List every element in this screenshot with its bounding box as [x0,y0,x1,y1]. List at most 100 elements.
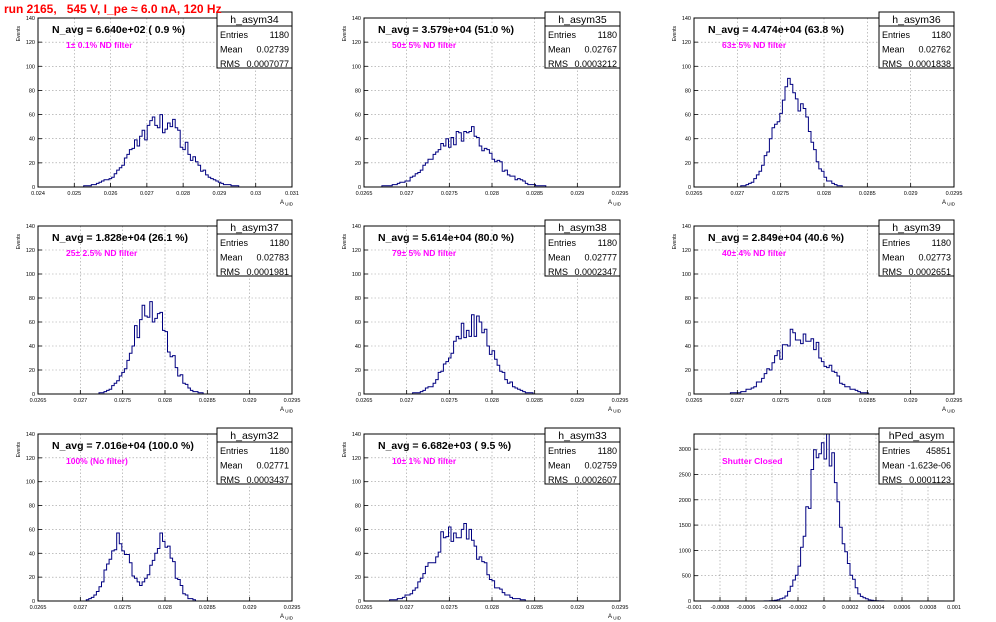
x-axis-title: A UID [942,407,956,414]
y-axis-title: Events [672,234,678,250]
x-tick-label: 0.027 [400,398,414,404]
x-tick-label: 0.0285 [859,398,876,404]
stats-mean-value: 0.02777 [584,253,617,263]
stats-mean-value: 0.02771 [256,461,289,471]
x-axis-title: A UID [280,200,294,207]
x-tick-label: 0.028 [176,191,190,197]
y-tick-label: 100 [352,272,361,278]
x-tick-label: 0.0265 [686,398,703,404]
x-tick-label: 0.027 [730,191,744,197]
stats-mean-value: 0.02773 [918,253,951,263]
stats-rms-label: RMS [548,267,568,277]
stats-entries-label: Entries [882,446,911,456]
y-tick-label: 2500 [679,472,691,478]
y-tick-label: 40 [29,344,35,350]
x-tick-label: 0.029 [243,605,257,611]
y-tick-label: 140 [26,224,35,230]
grid [38,434,292,601]
stats-box: h_asym36 Entries 1180 Mean 0.02762 RMS 0.00018… [878,11,955,69]
y-tick-label: 0 [688,185,691,191]
stats-mean-label: Mean [882,45,905,55]
y-tick-label: 100 [26,64,35,70]
y-tick-label: 0 [358,392,361,398]
stats-box-frame [878,427,955,485]
stats-box: h_asym38 Entries 1180 Mean 0.02777 RMS 0.00023… [544,219,621,277]
x-tick-label: 0.0275 [772,398,789,404]
y-tick-label: 120 [352,40,361,46]
x-tick-label: -0.0008 [711,605,730,611]
stats-mean-value: 0.02762 [918,45,951,55]
stats-mean-value: -1.623e-06 [907,461,951,471]
pad-label: 63± 5% ND filter [722,40,787,50]
x-axis-title: A UID [608,407,622,414]
y-tick-label: 20 [685,368,691,374]
panel-h_asym37: 0.0265 0.027 0.0275 0.028 0.0285 0.029 0.0295 0… [16,219,301,414]
stats-rms-value: 0.0001838 [908,59,951,69]
x-tick-label: 0.0295 [284,398,301,404]
pad-label: 1± 0.1% ND filter [66,40,133,50]
y-tick-label: 100 [26,480,35,486]
pad-title: N_avg = 1.828e+04 (26.1 %) [52,232,188,244]
run-title: run 2165, 545 V, I_pe ≈ 6.0 nA, 120 Hz [4,2,222,16]
y-tick-label: 0 [358,185,361,191]
histogram-line [38,114,292,188]
x-tick-label: 0.0285 [526,191,543,197]
x-tick-label: 0.027 [730,398,744,404]
pad-label: 10± 1% ND filter [392,456,457,466]
panel-h_asym33: 0.0265 0.027 0.0275 0.028 0.0285 0.029 0.0295 0… [342,427,628,621]
y-tick-label: 20 [29,575,35,581]
y-tick-label: 100 [682,64,691,70]
y-tick-label: 140 [352,432,361,438]
histogram-line [694,77,954,188]
stats-rms-value: 0.0007077 [246,59,289,69]
x-tick-label: 0.028 [817,398,831,404]
y-tick-label: 80 [29,88,35,94]
pad-label: 50± 5% ND filter [392,40,457,50]
x-tick-label: 0.0265 [686,191,703,197]
stats-rms-value: 0.0001981 [246,267,289,277]
y-axis-title: Events [342,442,348,458]
x-tick-label: 0.0295 [946,191,963,197]
y-tick-label: 60 [685,113,691,119]
y-axis-title: Events [672,26,678,42]
x-tick-label: 0.028 [817,191,831,197]
panel-h_asym36: 0.0265 0.027 0.0275 0.028 0.0285 0.029 0.0295 0… [672,11,963,207]
grid [694,18,954,187]
stats-entries-value: 1180 [270,238,289,248]
y-tick-label: 40 [355,344,361,350]
y-tick-label: 100 [352,480,361,486]
pad-label: 79± 5% ND filter [392,248,457,258]
stats-box: h_asym32 Entries 1180 Mean 0.02771 RMS 0.00034… [216,427,293,485]
stats-entries-value: 1180 [598,238,617,248]
x-tick-label: 0.0295 [612,398,629,404]
y-tick-label: 60 [29,527,35,533]
panel-h_asym32: 0.0265 0.027 0.0275 0.028 0.0285 0.029 0.0295 0… [16,427,300,621]
x-tick-label: 0.0275 [114,398,131,404]
y-tick-label: 60 [355,113,361,119]
stats-mean-label: Mean [548,461,571,471]
stats-entries-label: Entries [548,238,577,248]
stats-mean-label: Mean [548,253,571,263]
y-tick-label: 20 [355,161,361,167]
pad-label: 25± 2.5% ND filter [66,248,138,258]
stats-rms-label: RMS [882,267,902,277]
stats-rms-label: RMS [220,59,240,69]
x-axis-title: A UID [608,200,622,207]
x-tick-label: 0.0002 [842,605,859,611]
y-tick-label: 60 [355,320,361,326]
y-tick-label: 140 [682,224,691,230]
stats-entries-value: 1180 [932,30,951,40]
x-tick-label: 0.028 [485,191,499,197]
stats-mean-value: 0.02759 [584,461,617,471]
x-tick-label: 0.028 [485,398,499,404]
stats-rms-label: RMS [548,475,568,485]
y-axis-title: Events [16,26,22,42]
y-tick-label: 120 [26,248,35,254]
y-tick-label: 80 [355,504,361,510]
x-tick-label: 0.0285 [526,605,543,611]
x-tick-label: 0.029 [904,398,918,404]
y-tick-label: 0 [32,185,35,191]
stats-hist-name: hPed_asym [889,430,945,442]
pad-title: N_avg = 5.614e+04 (80.0 %) [378,232,514,244]
y-tick-label: 20 [29,368,35,374]
